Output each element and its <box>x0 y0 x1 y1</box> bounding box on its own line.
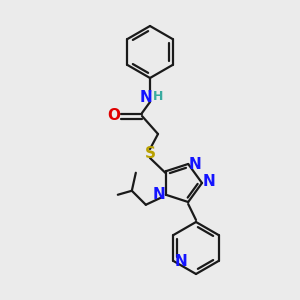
Text: H: H <box>153 89 163 103</box>
Text: N: N <box>202 175 215 190</box>
Text: S: S <box>145 146 155 160</box>
Text: O: O <box>107 109 121 124</box>
Text: N: N <box>175 254 188 268</box>
Text: N: N <box>140 89 152 104</box>
Text: N: N <box>189 158 202 172</box>
Text: N: N <box>152 187 165 202</box>
